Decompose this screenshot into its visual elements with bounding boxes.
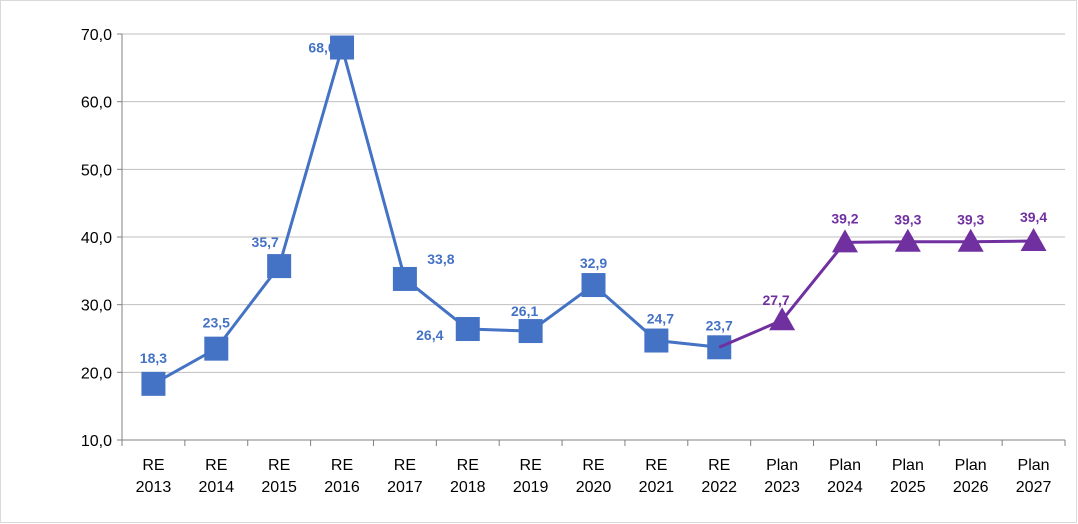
value-label: 39,4 — [1020, 209, 1047, 225]
value-label: 26,4 — [416, 327, 443, 343]
x-tick-label: RE 2013 — [136, 457, 172, 496]
marker — [330, 35, 355, 60]
marker — [455, 317, 480, 342]
x-tick-label: RE 2015 — [261, 457, 297, 496]
marker — [957, 228, 984, 252]
marker — [894, 228, 921, 252]
value-label: 68,0 — [308, 40, 335, 56]
x-tick-label: RE 2016 — [324, 457, 360, 496]
x-tick-label: RE 2014 — [199, 457, 235, 496]
value-label: 35,7 — [252, 234, 279, 250]
value-label: 32,9 — [580, 255, 607, 271]
x-tick-label: Plan 2026 — [953, 457, 989, 496]
marker — [392, 266, 417, 291]
marker — [1020, 228, 1047, 252]
x-tick-label: RE 2021 — [639, 457, 675, 496]
value-label: 39,2 — [831, 210, 858, 226]
x-tick-label: RE 2019 — [513, 457, 549, 496]
value-label: 39,3 — [894, 212, 921, 228]
value-label: 18,3 — [140, 350, 167, 366]
y-tick-label: 10,0 — [81, 433, 112, 450]
marker — [644, 328, 669, 353]
value-label: 23,7 — [706, 317, 733, 333]
marker — [267, 254, 292, 279]
y-tick-label: 20,0 — [81, 365, 112, 382]
connector — [718, 318, 783, 349]
x-tick-label: RE 2022 — [701, 457, 737, 496]
series-line — [152, 41, 720, 386]
y-tick-label: 50,0 — [81, 162, 112, 179]
value-label: 39,3 — [957, 212, 984, 228]
x-tick-label: Plan 2024 — [827, 457, 863, 496]
x-tick-label: Plan 2025 — [890, 457, 926, 496]
marker — [518, 319, 543, 344]
x-tick-label: RE 2017 — [387, 457, 423, 496]
value-label: 24,7 — [647, 311, 674, 327]
y-tick-label: 40,0 — [81, 230, 112, 247]
marker — [581, 273, 606, 298]
value-label: 27,7 — [762, 292, 789, 308]
value-label: 23,5 — [203, 315, 230, 331]
marker — [141, 371, 166, 396]
x-tick-label: Plan 2027 — [1016, 457, 1052, 496]
value-label: 33,8 — [427, 251, 454, 267]
y-tick-label: 70,0 — [81, 27, 112, 44]
marker — [831, 229, 858, 253]
marker — [204, 336, 229, 361]
x-tick-label: RE 2020 — [576, 457, 612, 496]
y-tick-label: 30,0 — [81, 298, 112, 315]
x-tick-label: Plan 2023 — [764, 457, 800, 496]
y-tick-label: 60,0 — [81, 95, 112, 112]
x-tick-label: RE 2018 — [450, 457, 486, 496]
value-label: 26,1 — [511, 303, 538, 319]
marker — [769, 307, 796, 331]
